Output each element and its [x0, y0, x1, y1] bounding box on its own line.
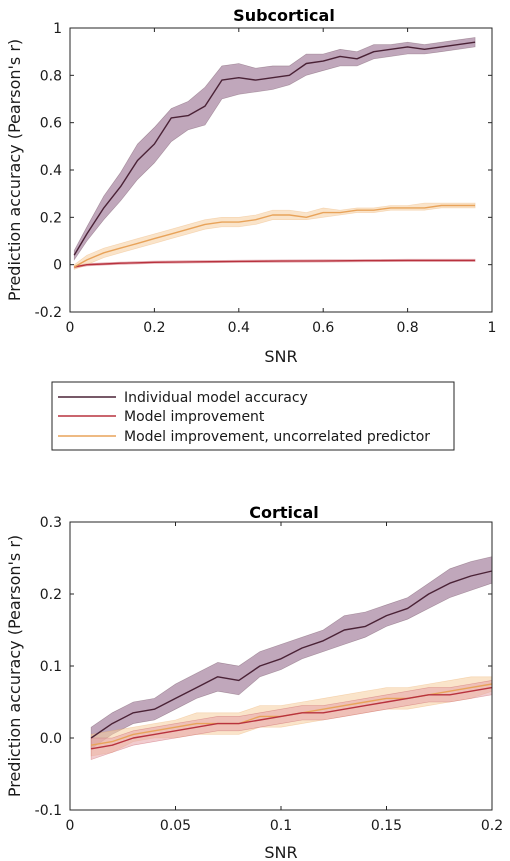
- legend: Individual model accuracy Model improvem…: [51, 381, 455, 451]
- series-line-model-improvement: [90, 686, 493, 750]
- legend-box: [51, 381, 455, 451]
- series-line-model-improvement: [74, 259, 476, 268]
- subcortical-y-label: Prediction accuracy (Pearson's r): [5, 39, 24, 301]
- x-tick-label: 0.8: [396, 320, 418, 336]
- x-tick-label: 0.2: [481, 818, 503, 834]
- x-tick-label: 0.1: [270, 818, 292, 834]
- y-tick-label: 1: [53, 21, 62, 37]
- x-tick-label: 0.4: [228, 320, 250, 336]
- x-tick-label: 0: [66, 818, 75, 834]
- series-line-model-improvement-uncorrelated-predictor: [73, 204, 476, 268]
- x-tick-label: 0.05: [160, 818, 191, 834]
- y-tick-label: -0.1: [35, 803, 62, 819]
- x-tick-label: 1: [488, 320, 497, 336]
- legend-label-model-improvement: Model improvement: [124, 409, 265, 425]
- cortical-y-label: Prediction accuracy (Pearson's r): [5, 535, 24, 797]
- subcortical-title: Subcortical: [233, 6, 335, 25]
- subcortical-panel: Subcortical 0 0.2 0.4 0.6 0.8 1-0.200.20.40.6…: [5, 6, 496, 366]
- y-tick-label: 0.2: [40, 587, 62, 603]
- x-tick-label: 0: [66, 320, 75, 336]
- y-tick-label: 0.0: [40, 731, 62, 747]
- y-tick-label: 0: [53, 258, 62, 274]
- cortical-panel: Cortical 0 0.05 0.1 0.15 0.2 -0.1 0.0 0.1 0.2 0.3…: [5, 503, 503, 861]
- series-line-individual-model-accuracy: [90, 570, 493, 739]
- y-tick-label: 0.3: [40, 515, 62, 531]
- subcortical-x-label: SNR: [264, 347, 297, 366]
- y-tick-label: 0.2: [40, 210, 62, 226]
- y-tick-label: 0.4: [40, 163, 62, 179]
- confidence-band-individual-model-accuracy: [73, 37, 476, 261]
- confidence-band-model-improvement-uncorrelated-predictor: [73, 202, 476, 270]
- y-tick-label: -0.2: [35, 305, 62, 321]
- y-tick-label: 0.6: [40, 116, 62, 132]
- series-line-individual-model-accuracy: [73, 41, 476, 256]
- cortical-title: Cortical: [249, 503, 319, 522]
- legend-label-uncorrelated-predictor: Model improvement, uncorrelated predicto…: [124, 429, 430, 445]
- x-tick-label: 0.15: [371, 818, 402, 834]
- cortical-x-label: SNR: [264, 843, 297, 861]
- y-tick-label: 0.1: [40, 659, 62, 675]
- y-tick-label: 0.8: [40, 68, 62, 84]
- legend-label-individual-model-accuracy: Individual model accuracy: [124, 390, 308, 406]
- x-tick-label: 0.6: [312, 320, 334, 336]
- x-tick-label: 0.2: [143, 320, 165, 336]
